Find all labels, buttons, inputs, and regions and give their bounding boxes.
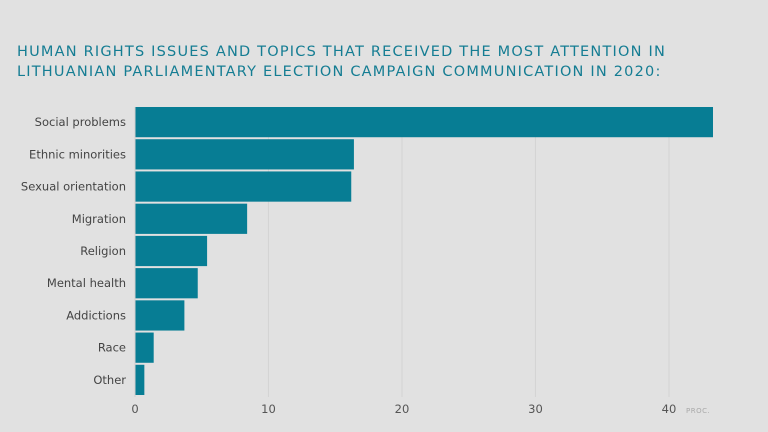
bar <box>135 107 713 138</box>
bar <box>135 235 208 267</box>
x-tick-label: 10 <box>261 402 276 416</box>
x-tick-label: 40 <box>662 402 677 416</box>
bar <box>135 268 198 299</box>
category-label: Social problems <box>35 115 126 129</box>
chart-title: HUMAN RIGHTS ISSUES AND TOPICS THAT RECE… <box>17 44 666 80</box>
category-label: Race <box>98 341 126 355</box>
category-label: Migration <box>72 212 126 226</box>
bar <box>135 171 352 202</box>
category-label: Sexual orientation <box>21 180 126 194</box>
x-unit-label: PROC. <box>686 407 710 415</box>
x-tick-label: 20 <box>395 402 410 416</box>
bar <box>135 203 248 234</box>
category-label: Other <box>93 373 126 387</box>
category-label: Mental health <box>47 276 126 290</box>
x-tick-label: 30 <box>528 402 543 416</box>
category-label: Religion <box>80 244 126 258</box>
category-label: Addictions <box>66 308 126 322</box>
x-tick-label: 0 <box>131 402 138 416</box>
bar <box>135 364 145 395</box>
bar <box>135 332 154 363</box>
bar <box>135 300 185 331</box>
bar <box>135 139 354 170</box>
category-label: Ethnic minorities <box>29 147 126 161</box>
